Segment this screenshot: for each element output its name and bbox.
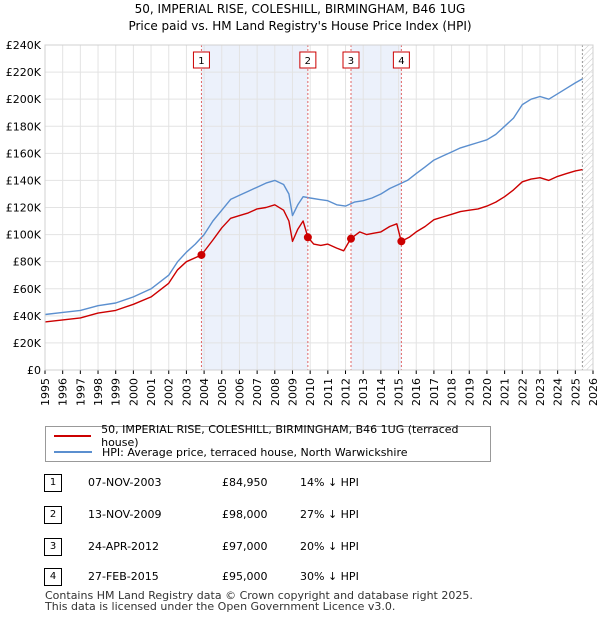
sale-price: £84,950 [222,476,268,489]
sale-price: £95,000 [222,570,268,583]
x-tick-label: 2012 [340,378,353,406]
sale-price: £98,000 [222,508,268,521]
legend-label-property: 50, IMPERIAL RISE, COLESHILL, BIRMINGHAM… [101,423,459,449]
x-tick-label: 2011 [322,378,335,406]
sale-marker-label: 4 [398,56,404,67]
sale-date: 07-NOV-2003 [88,476,162,489]
sale-hpi-diff: 30% ↓ HPI [300,570,359,583]
x-tick-label: 2004 [198,378,211,406]
y-tick-label: £220K [6,66,42,79]
sale-badge: 3 [44,538,62,556]
x-tick-label: 2026 [587,378,600,406]
x-tick-label: 2007 [251,378,264,406]
y-tick-label: £100K [6,229,42,242]
legend-item-property: 50, IMPERIAL RISE, COLESHILL, BIRMINGHAM… [54,423,490,449]
sale-marker-box [392,51,410,69]
sale-hpi-diff: 27% ↓ HPI [300,508,359,521]
y-tick-label: £60K [13,283,42,296]
y-tick-label: £180K [6,120,42,133]
x-tick-label: 2025 [569,378,582,406]
sale-row: 1 07-NOV-2003 £84,950 14% ↓ HPI [44,472,464,492]
sale-row: 4 27-FEB-2015 £95,000 30% ↓ HPI [44,566,464,586]
legend-swatch-property [54,435,92,437]
sale-hpi-diff: 20% ↓ HPI [300,540,359,553]
x-tick-label: 2022 [516,378,529,406]
sale-marker-label: 1 [198,56,204,67]
y-tick-label: £140K [6,174,42,187]
x-tick-label: 2013 [357,378,370,406]
x-tick-label: 2016 [410,378,423,406]
price-chart: 50, IMPERIAL RISE, COLESHILL, BIRMINGHAM… [6,2,600,406]
x-tick-label: 2009 [286,378,299,406]
legend-item-hpi: HPI: Average price, terraced house, Nort… [54,444,408,460]
series-line-property [44,168,583,323]
sale-badge: 2 [44,506,62,524]
y-tick-label: £0 [27,364,41,377]
legend: 50, IMPERIAL RISE, COLESHILL, BIRMINGHAM… [45,423,491,462]
x-tick-label: 2008 [269,378,282,406]
x-tick-label: 2014 [375,378,388,406]
chart-subtitle: Price paid vs. HM Land Registry's House … [128,19,471,33]
sale-price: £97,000 [222,540,268,553]
sale-date: 13-NOV-2009 [88,508,162,521]
x-tick-label: 2017 [428,378,441,406]
x-tick-label: 1995 [39,378,52,406]
x-tick-label: 2023 [534,378,547,406]
x-tick-label: 1997 [74,378,87,406]
sale-point [346,234,355,243]
x-tick-label: 2019 [463,378,476,406]
sale-date: 24-APR-2012 [88,540,160,553]
sale-date: 27-FEB-2015 [88,570,159,583]
x-tick-label: 2018 [446,378,459,406]
sale-point [197,250,206,259]
sale-row: 3 24-APR-2012 £97,000 20% ↓ HPI [44,536,464,556]
y-tick-label: £160K [6,147,42,160]
x-tick-label: 2000 [127,378,140,406]
y-tick-label: £40K [13,310,42,323]
y-tick-label: £80K [13,256,42,269]
sale-marker-box [192,51,210,69]
legend-swatch-hpi [54,451,92,453]
y-tick-label: £200K [6,93,42,106]
sale-marker-label: 3 [348,56,354,67]
y-tick-label: £20K [13,337,42,350]
x-tick-label: 1998 [92,378,105,406]
x-tick-label: 2005 [216,378,229,406]
footer-license: This data is licensed under the Open Gov… [45,600,396,613]
x-tick-label: 2003 [180,378,193,406]
x-tick-label: 2024 [552,378,565,406]
x-tick-label: 1999 [110,378,123,406]
x-tick-label: 2020 [481,378,494,406]
sale-marker-box [342,51,360,69]
sale-hpi-diff: 14% ↓ HPI [300,476,359,489]
sale-point [303,233,312,242]
x-tick-label: 2001 [145,378,158,406]
x-tick-label: 2006 [233,378,246,406]
plot-frame [44,44,594,371]
x-tick-label: 2021 [499,378,512,406]
x-tick-label: 2010 [304,378,317,406]
sale-marker-box [299,51,317,69]
x-tick-label: 1996 [57,378,70,406]
sale-badge: 1 [44,474,62,492]
x-tick-label: 2015 [393,378,406,406]
y-tick-label: £240K [6,39,42,52]
chart-title: 50, IMPERIAL RISE, COLESHILL, BIRMINGHAM… [135,2,466,16]
footer-copyright: Contains HM Land Registry data © Crown c… [45,589,473,602]
sale-point [397,237,406,246]
y-tick-label: £120K [6,202,42,215]
sale-row: 2 13-NOV-2009 £98,000 27% ↓ HPI [44,504,464,524]
footer: Contains HM Land Registry data © Crown c… [45,590,473,612]
legend-label-hpi: HPI: Average price, terraced house, Nort… [102,445,408,459]
series-line-hpi [44,78,583,316]
x-tick-label: 2002 [163,378,176,406]
sale-badge: 4 [44,568,62,586]
sale-marker-label: 2 [305,56,311,67]
